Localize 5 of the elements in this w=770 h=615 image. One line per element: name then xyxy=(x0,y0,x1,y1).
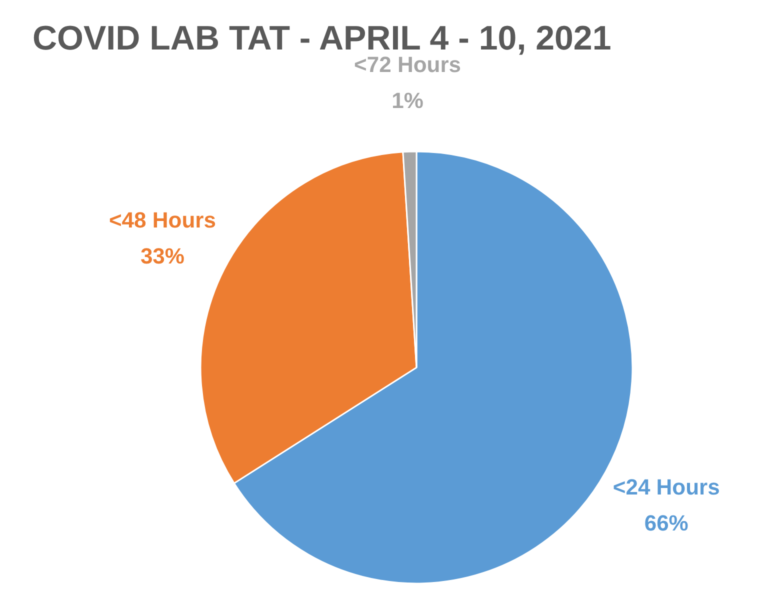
slice-label: <48 Hours xyxy=(108,208,216,233)
data-label: 33% xyxy=(140,244,184,269)
data-label: 66% xyxy=(644,510,688,536)
data-label: 1% xyxy=(392,88,424,114)
slice-label: <24 Hours xyxy=(612,474,720,500)
